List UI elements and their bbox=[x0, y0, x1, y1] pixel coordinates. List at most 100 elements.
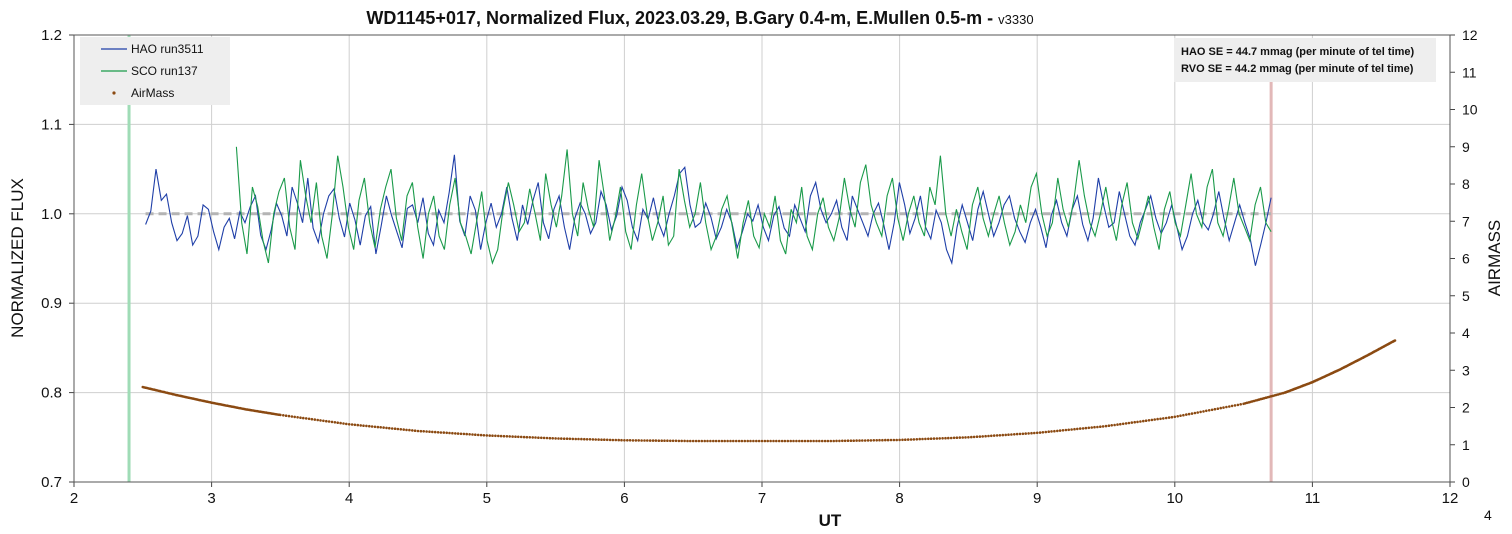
airmass-point bbox=[568, 437, 572, 441]
airmass-point bbox=[975, 435, 979, 439]
airmass-point bbox=[1076, 427, 1079, 431]
airmass-point bbox=[413, 429, 417, 433]
airmass-point bbox=[921, 437, 924, 441]
airmass-point bbox=[944, 436, 947, 440]
airmass-point bbox=[995, 434, 999, 437]
airmass-point bbox=[1061, 429, 1065, 432]
airmass-point bbox=[562, 437, 566, 441]
airmass-point bbox=[792, 439, 795, 443]
airmass-point bbox=[591, 438, 595, 441]
airmass-point bbox=[1081, 427, 1085, 430]
airmass-point bbox=[368, 424, 371, 428]
airmass-point bbox=[451, 431, 454, 435]
chart-title: WD1145+017, Normalized Flux, 2023.03.29,… bbox=[366, 8, 1033, 28]
airmass-point bbox=[932, 437, 936, 440]
airmass-point bbox=[385, 426, 388, 430]
airmass-point bbox=[522, 435, 526, 439]
airmass-point bbox=[1233, 404, 1237, 407]
airmass-point bbox=[365, 424, 368, 428]
airmass-point bbox=[1162, 417, 1165, 420]
airmass-point bbox=[362, 424, 365, 428]
airmass-point bbox=[872, 439, 876, 442]
airmass-point bbox=[769, 439, 772, 443]
airmass-point bbox=[1213, 407, 1217, 411]
airmass-point bbox=[600, 438, 603, 442]
airmass-point bbox=[597, 438, 600, 441]
airmass-point bbox=[892, 438, 896, 442]
airmass-point bbox=[605, 438, 609, 442]
airmass-point bbox=[433, 430, 437, 434]
y-tick-label: 1.2 bbox=[41, 27, 62, 44]
airmass-point bbox=[577, 437, 580, 441]
airmass-point bbox=[978, 435, 982, 438]
airmass-point bbox=[743, 439, 747, 443]
airmass-point bbox=[886, 438, 890, 442]
airmass-point bbox=[307, 417, 311, 421]
airmass-point bbox=[382, 426, 385, 429]
airmass-point bbox=[654, 439, 658, 442]
airmass-point bbox=[390, 427, 394, 430]
airmass-point bbox=[803, 439, 807, 443]
airmass-point bbox=[786, 439, 790, 443]
airmass-point bbox=[333, 421, 337, 424]
airmass-point bbox=[448, 431, 451, 435]
airmass-point bbox=[717, 439, 721, 443]
airmass-point bbox=[1041, 431, 1045, 434]
airmass-point bbox=[640, 439, 643, 442]
airmass-point bbox=[1096, 425, 1099, 429]
airmass-point bbox=[1219, 406, 1222, 410]
airmass-point bbox=[881, 438, 884, 442]
airmass-point bbox=[1179, 414, 1182, 418]
airmass-point bbox=[800, 439, 804, 443]
airmass-point bbox=[611, 438, 615, 442]
airmass-point bbox=[838, 439, 841, 443]
airmass-point bbox=[459, 432, 463, 436]
airmass-point bbox=[972, 435, 976, 439]
airmass-point bbox=[350, 423, 354, 426]
airmass-point bbox=[1053, 429, 1056, 433]
airmass-point bbox=[755, 439, 758, 443]
airmass-point bbox=[359, 424, 363, 427]
x-tick-label: 7 bbox=[758, 490, 766, 507]
series-airmass bbox=[141, 339, 1397, 443]
airmass-point bbox=[431, 430, 434, 434]
airmass-point bbox=[330, 420, 334, 424]
y2-tick-label: 9 bbox=[1462, 139, 1470, 155]
airmass-point bbox=[1127, 421, 1131, 425]
airmass-point bbox=[674, 439, 678, 443]
airmass-point bbox=[519, 435, 523, 439]
airmass-point bbox=[1187, 412, 1191, 416]
airmass-point bbox=[1133, 420, 1136, 424]
airmass-point bbox=[482, 434, 486, 437]
airmass-point bbox=[895, 438, 898, 442]
airmass-point bbox=[1099, 425, 1102, 429]
airmass-point bbox=[780, 439, 784, 443]
airmass-point bbox=[508, 435, 512, 438]
airmass-point bbox=[763, 439, 767, 443]
chart-title-main: WD1145+017, Normalized Flux, 2023.03.29,… bbox=[366, 8, 998, 28]
airmass-point bbox=[557, 437, 560, 440]
airmass-point bbox=[952, 436, 956, 440]
airmass-point bbox=[436, 431, 440, 434]
airmass-point bbox=[660, 439, 663, 443]
airmass-point bbox=[904, 438, 907, 442]
airmass-point bbox=[580, 437, 583, 441]
airmass-point bbox=[1239, 403, 1242, 406]
airmass-point bbox=[694, 439, 698, 443]
airmass-point bbox=[846, 439, 850, 443]
airmass-point bbox=[1067, 428, 1070, 432]
airmass-point bbox=[760, 439, 764, 443]
airmass-point bbox=[843, 439, 847, 443]
airmass-point bbox=[651, 439, 655, 442]
airmass-point bbox=[623, 439, 626, 442]
airmass-point bbox=[726, 439, 729, 443]
airmass-point bbox=[620, 438, 623, 442]
airmass-point bbox=[416, 429, 420, 433]
airmass-point bbox=[1230, 404, 1234, 408]
airmass-point bbox=[1124, 422, 1128, 425]
x-tick-label: 6 bbox=[620, 490, 628, 507]
airmass-point bbox=[319, 419, 322, 422]
airmass-point bbox=[789, 439, 792, 443]
airmass-point bbox=[703, 439, 706, 443]
